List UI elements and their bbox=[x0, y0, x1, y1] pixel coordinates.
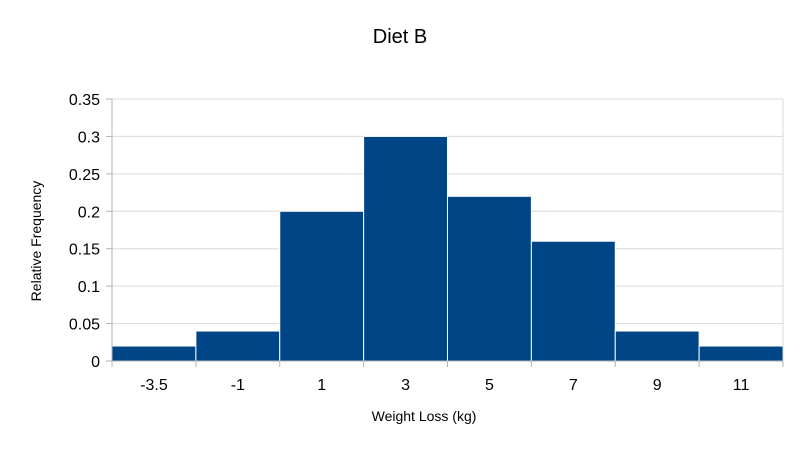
x-tick-label: -3.5 bbox=[140, 377, 168, 394]
y-tick-label: 0.05 bbox=[69, 317, 100, 334]
x-tick-label: 9 bbox=[653, 377, 662, 394]
bar-1 bbox=[279, 210, 365, 362]
chart-title: Diet B bbox=[373, 26, 427, 48]
bar-9 bbox=[614, 330, 700, 362]
x-tick-label: 11 bbox=[733, 377, 750, 394]
y-tick-labels: 0 0.05 0.1 0.15 0.2 0.25 0.3 0.35 bbox=[69, 92, 100, 371]
bar-5 bbox=[447, 195, 532, 362]
bars bbox=[111, 135, 784, 362]
y-axis-title: Relative Frequency bbox=[28, 181, 44, 302]
y-tick-label: 0.1 bbox=[78, 279, 100, 296]
x-tick-labels: -3.5 -1 1 3 5 7 9 11 bbox=[140, 377, 749, 394]
y-tick-label: 0.25 bbox=[69, 167, 100, 184]
y-tick-label: 0.35 bbox=[69, 92, 100, 109]
y-tick-label: 0.2 bbox=[78, 204, 100, 221]
bar--1 bbox=[195, 330, 281, 362]
axes bbox=[111, 99, 784, 367]
y-tick-label: 0.15 bbox=[69, 242, 100, 259]
bar-11 bbox=[698, 345, 784, 362]
x-axis-title: Weight Loss (kg) bbox=[372, 408, 477, 424]
bar-3 bbox=[363, 135, 448, 362]
x-tick-label: -1 bbox=[231, 377, 245, 394]
x-tick-label: 1 bbox=[317, 377, 326, 394]
x-tick-label: 7 bbox=[569, 377, 578, 394]
y-tick-label: 0 bbox=[91, 354, 100, 371]
x-tick-label: 3 bbox=[401, 377, 410, 394]
bar-7 bbox=[530, 240, 616, 362]
bar--3.5 bbox=[111, 345, 197, 362]
y-tick-label: 0.3 bbox=[78, 129, 100, 146]
x-tick-label: 5 bbox=[485, 377, 494, 394]
